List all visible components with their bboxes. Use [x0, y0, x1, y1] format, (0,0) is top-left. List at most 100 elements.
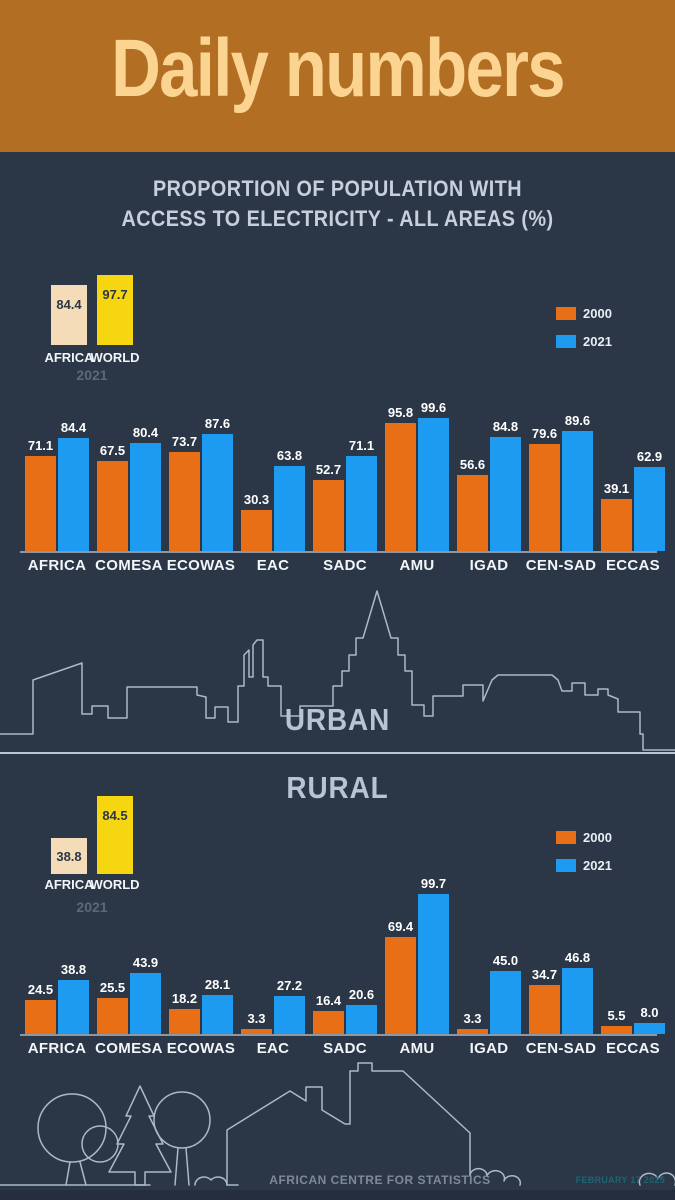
bar-2021-amu: [418, 894, 449, 1034]
bar-2021-ecowas: [202, 995, 233, 1034]
legend-label-2021: 2021: [583, 334, 612, 349]
subtitle-line-2: ACCESS TO ELECTRICITY - ALL AREAS (%): [121, 206, 554, 231]
bar-2000-cen-sad: [529, 985, 560, 1034]
bar-2021-africa: [58, 438, 89, 551]
category-label-igad: IGAD: [469, 557, 509, 574]
bar-2021-eac: [274, 996, 305, 1034]
bar-value-label: 69.4: [387, 919, 414, 934]
bar-2021-cen-sad: [562, 968, 593, 1034]
urban-world-reference-bar: 97.7: [97, 275, 133, 345]
bar-2021-cen-sad: [562, 431, 593, 551]
footer-organization: AFRICAN CENTRE FOR STATISTICS: [269, 1173, 491, 1187]
rural-africa-reference-value: 38.8: [56, 848, 82, 864]
bar-2000-africa: [25, 1000, 56, 1034]
category-label-amu: AMU: [399, 1040, 435, 1057]
urban-world-reference-value: 97.7: [102, 287, 128, 302]
urban-chart-axis: [20, 551, 657, 553]
bar-value-label: 20.6: [348, 987, 375, 1002]
urban-africa-reference-bar: 84.4: [51, 285, 87, 345]
bar-value-label: 80.4: [132, 425, 159, 440]
category-label-comesa: COMESA: [95, 557, 163, 574]
tree-icon: [81, 1125, 119, 1163]
category-label-ecowas: ECOWAS: [166, 557, 236, 574]
bar-value-label: 71.1: [348, 438, 375, 453]
bar-2021-amu: [418, 418, 449, 551]
bush-icon: [638, 1172, 675, 1186]
bar-2000-amu: [385, 423, 416, 551]
category-label-eccas: ECCAS: [605, 557, 660, 574]
bar-2000-sadc: [313, 1011, 344, 1034]
legend-swatch-2000: [556, 831, 576, 844]
bar-value-label: 84.4: [60, 420, 87, 435]
urban-reference-bars: 84.4 97.7: [51, 265, 171, 345]
legend-swatch-2021: [556, 859, 576, 872]
bar-2021-eccas: [634, 1023, 665, 1034]
category-label-amu: AMU: [399, 557, 435, 574]
bar-2021-africa: [58, 980, 89, 1034]
urban-africa-reference-label: AFRICA: [44, 350, 94, 365]
bar-value-label: 30.3: [243, 492, 270, 507]
category-label-cen-sad: CEN-SAD: [525, 1040, 597, 1057]
bar-value-label: 8.0: [640, 1005, 659, 1020]
bar-2000-ecowas: [169, 452, 200, 551]
urban-legend-item-2000: 2000: [556, 306, 666, 321]
bar-2021-igad: [490, 437, 521, 551]
bar-value-label: 34.7: [531, 967, 558, 982]
category-label-africa: AFRICA: [27, 557, 87, 574]
bar-value-label: 89.6: [564, 413, 591, 428]
category-label-africa: AFRICA: [27, 1040, 87, 1057]
bar-value-label: 43.9: [132, 955, 159, 970]
legend-swatch-2021: [556, 335, 576, 348]
rural-legend-item-2021: 2021: [556, 858, 666, 873]
bar-value-label: 3.3: [463, 1011, 482, 1026]
bar-value-label: 56.6: [459, 457, 486, 472]
bar-2000-eac: [241, 1029, 272, 1034]
rural-world-reference-bar: 84.5: [97, 796, 133, 874]
bush-icon: [194, 1176, 228, 1186]
bar-value-label: 27.2: [276, 978, 303, 993]
bar-value-label: 84.8: [492, 419, 519, 434]
urban-section-title: URBAN: [284, 702, 391, 737]
bar-value-label: 28.1: [204, 977, 231, 992]
page-title: Daily numbers: [111, 23, 566, 114]
bar-value-label: 45.0: [492, 953, 519, 968]
bar-2000-igad: [457, 1029, 488, 1034]
city-skyline-outline: [0, 590, 675, 751]
bar-value-label: 5.5: [607, 1008, 626, 1023]
chart-subtitle: PROPORTION OF POPULATION WITH ACCESS TO …: [34, 174, 642, 234]
urban-chart: 71.1 84.4 67.5 80.4 73.7 87.6 30.3 63.8 52.7 71.1…: [0, 399, 675, 581]
tree-trunk: [65, 1161, 87, 1186]
category-label-eccas: ECCAS: [605, 1040, 660, 1057]
rural-chart-bars: 24.5 38.8 25.5 43.9 18.2 28.1 3.3 27.2 16.4 20.6 6…: [0, 876, 675, 1034]
bar-2000-eccas: [601, 499, 632, 551]
footer-date: FEBRUARY 17 2025: [575, 1175, 665, 1185]
bar-value-label: 99.7: [420, 876, 447, 891]
bar-value-label: 73.7: [171, 434, 198, 449]
bar-value-label: 87.6: [204, 416, 231, 431]
bar-2021-eac: [274, 466, 305, 551]
rural-reference-bars: 38.8 84.5: [51, 794, 171, 874]
rural-legend: 2000 2021: [556, 830, 666, 886]
legend-label-2000: 2000: [583, 306, 612, 321]
header-banner: Daily numbers: [0, 0, 675, 152]
bar-value-label: 18.2: [171, 991, 198, 1006]
rural-world-reference-label: WORLD: [90, 877, 140, 892]
rural-chart-category-labels: AFRICA COMESA ECOWAS EAC SADC AMU IGAD CEN-SAD E…: [0, 1040, 675, 1062]
bar-value-label: 79.6: [531, 426, 558, 441]
category-label-ecowas: ECOWAS: [166, 1040, 236, 1057]
bar-value-label: 67.5: [99, 443, 126, 458]
bar-2000-comesa: [97, 998, 128, 1034]
tree-trunk: [174, 1147, 190, 1186]
urban-world-reference-label: WORLD: [90, 350, 140, 365]
bar-2000-africa: [25, 456, 56, 551]
urban-chart-category-labels: AFRICA COMESA ECOWAS EAC SADC AMU IGAD CEN-SAD E…: [0, 557, 675, 579]
bar-value-label: 16.4: [315, 993, 342, 1008]
bar-2000-cen-sad: [529, 444, 560, 551]
bar-2000-amu: [385, 937, 416, 1034]
bar-2000-eac: [241, 510, 272, 551]
rural-chart-axis: [20, 1034, 657, 1036]
bar-2000-comesa: [97, 461, 128, 551]
category-label-cen-sad: CEN-SAD: [525, 557, 597, 574]
tree-icon: [37, 1093, 107, 1163]
rural-section-title: RURAL: [286, 770, 389, 805]
